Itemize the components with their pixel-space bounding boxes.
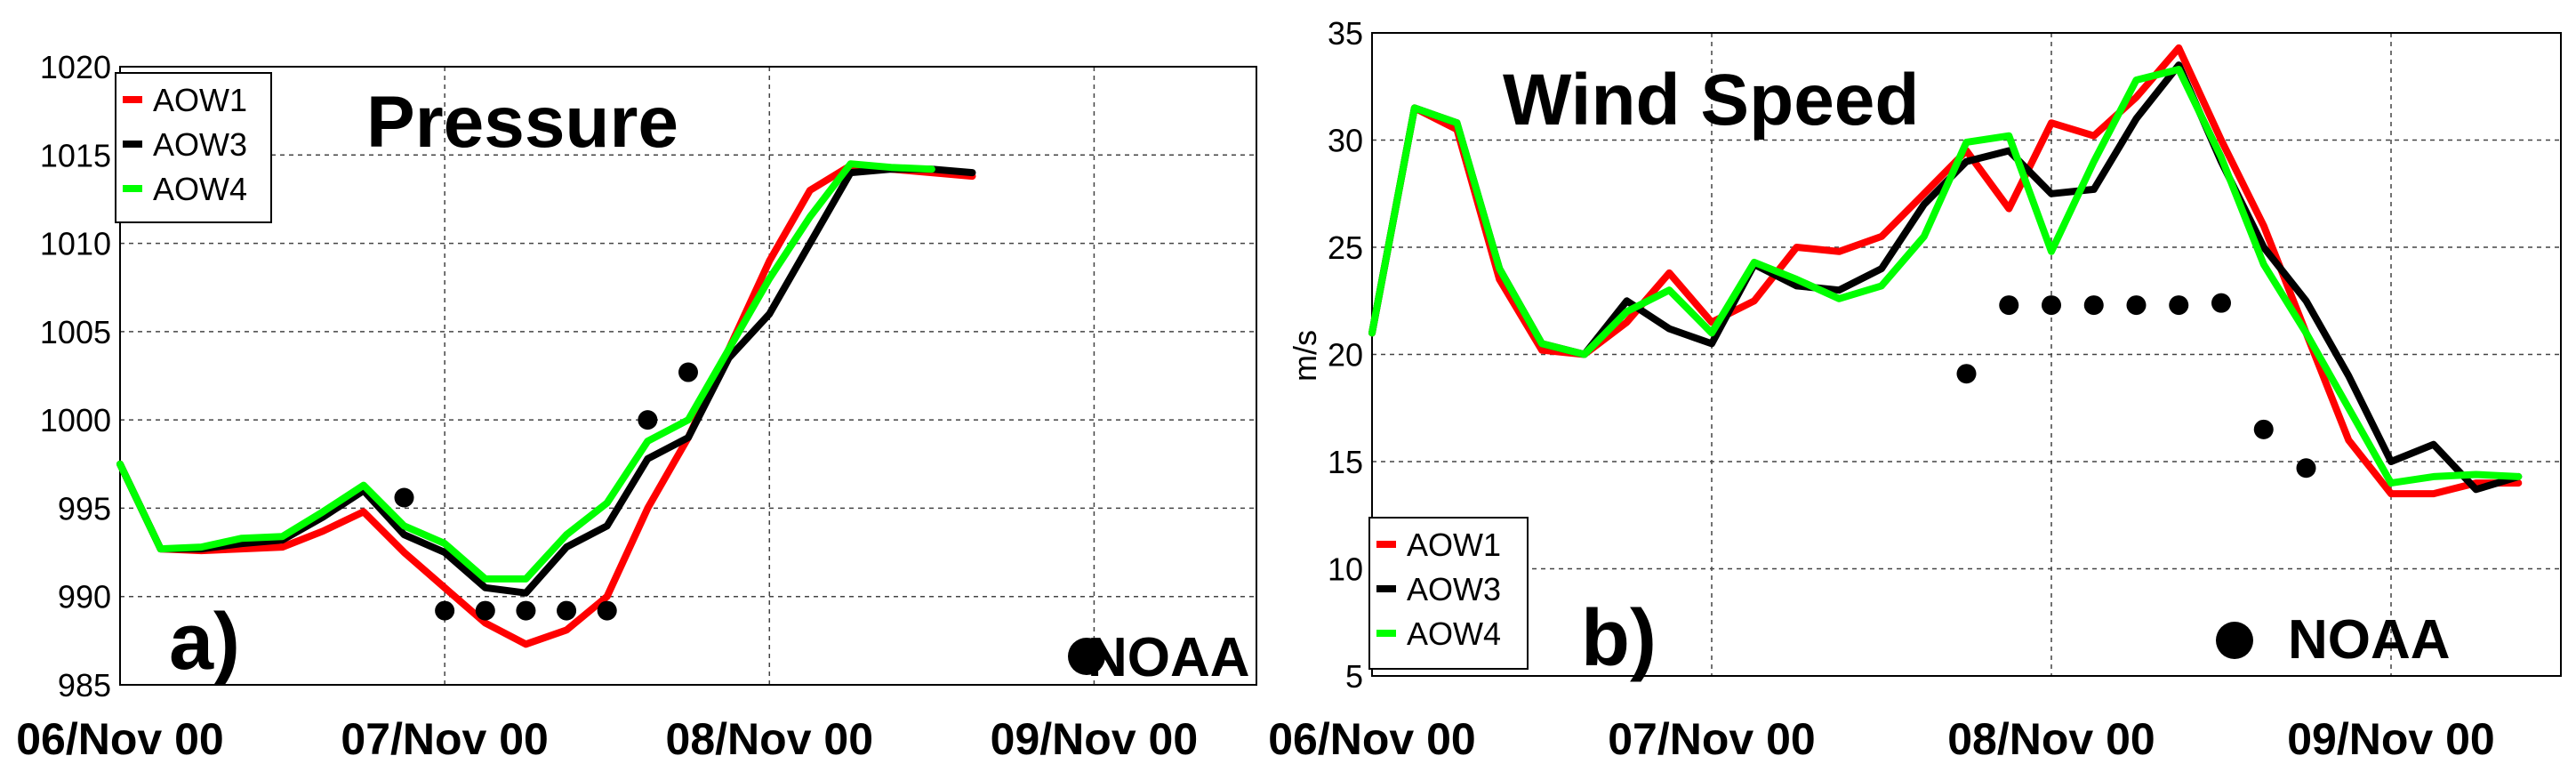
legend-entry: AOW4 xyxy=(153,171,247,207)
y-tick-label: 1000 xyxy=(40,402,111,438)
noaa-label: NOAA xyxy=(1087,627,1250,688)
y-axis-label: m/s xyxy=(1287,330,1323,382)
noaa-marker xyxy=(1068,638,1105,675)
y-tick-label: 10 xyxy=(1328,551,1363,588)
noaa-point xyxy=(2169,295,2189,316)
legend-entry: AOW3 xyxy=(153,126,247,163)
noaa-point xyxy=(1956,364,1977,384)
y-tick-label: 25 xyxy=(1328,229,1363,266)
noaa-point xyxy=(2126,295,2147,316)
y-tick-label: 35 xyxy=(1328,15,1363,52)
legend-entry: AOW3 xyxy=(1407,571,1501,607)
noaa-point xyxy=(516,600,536,621)
x-tick-label: 06/Nov 00 xyxy=(1268,714,1475,764)
y-tick-label: 20 xyxy=(1328,337,1363,374)
legend-box xyxy=(1368,517,1529,670)
series-line-aow3 xyxy=(116,165,976,597)
series-line-aow1 xyxy=(116,162,976,648)
series-line-aow4 xyxy=(1368,66,2523,487)
y-tick-label: 15 xyxy=(1328,444,1363,480)
panel-label: b) xyxy=(1581,594,1657,683)
legend: AOW1 AOW3 AOW4 xyxy=(115,72,272,223)
chart-title: Pressure xyxy=(366,82,678,163)
noaa-point xyxy=(2083,295,2104,316)
noaa-point xyxy=(678,362,698,382)
y-tick-label: 1015 xyxy=(40,137,111,173)
y-tick-label: 30 xyxy=(1328,123,1363,159)
noaa-point xyxy=(2296,458,2316,478)
noaa-marker xyxy=(2216,622,2253,659)
y-tick-label: 995 xyxy=(58,490,111,527)
y-tick-label: 1005 xyxy=(40,314,111,350)
x-tick-label: 09/Nov 00 xyxy=(2287,714,2494,764)
x-tick-label: 08/Nov 00 xyxy=(666,714,873,764)
series-line-aow4 xyxy=(116,160,935,583)
noaa-point xyxy=(1999,295,2019,316)
noaa-label: NOAA xyxy=(2288,609,2451,671)
x-tick-label: 07/Nov 00 xyxy=(341,714,548,764)
noaa-point xyxy=(435,600,455,621)
panel-label: a) xyxy=(169,598,240,687)
x-tick-label: 08/Nov 00 xyxy=(1947,714,2155,764)
chart-pressure: 985 990 995 1000 1005 1010 1015 1020 06/Nov 00 07… xyxy=(16,49,1257,764)
noaa-point xyxy=(2042,295,2061,316)
noaa-point xyxy=(2211,293,2231,313)
chart-wind-speed: 5 10 15 20 25 30 35 06/Nov 00 07/Nov 00 08/Nov 00… xyxy=(1268,15,2562,764)
y-tick-label: 1020 xyxy=(40,49,111,85)
y-tick-label: 990 xyxy=(58,579,111,615)
legend-entry: AOW4 xyxy=(1407,615,1501,652)
legend: AOW1 AOW3 AOW4 xyxy=(1368,517,1529,670)
x-tick-label: 07/Nov 00 xyxy=(1608,714,1815,764)
noaa-point xyxy=(475,600,495,621)
legend-entry: AOW1 xyxy=(1407,527,1501,563)
noaa-point xyxy=(394,487,414,508)
noaa-point xyxy=(638,410,658,430)
x-tick-label: 06/Nov 00 xyxy=(16,714,223,764)
y-tick-label: 1010 xyxy=(40,226,111,262)
chart-title: Wind Speed xyxy=(1503,60,1920,141)
axes-frame xyxy=(1371,32,2562,677)
noaa-point xyxy=(597,600,617,621)
legend-entry: AOW1 xyxy=(153,82,247,118)
y-tick-label: 5 xyxy=(1345,658,1363,695)
y-tick-label: 985 xyxy=(58,667,111,704)
noaa-point xyxy=(2253,419,2274,439)
x-tick-label: 09/Nov 00 xyxy=(991,714,1198,764)
noaa-point xyxy=(557,600,577,621)
axes-frame xyxy=(119,66,1257,686)
